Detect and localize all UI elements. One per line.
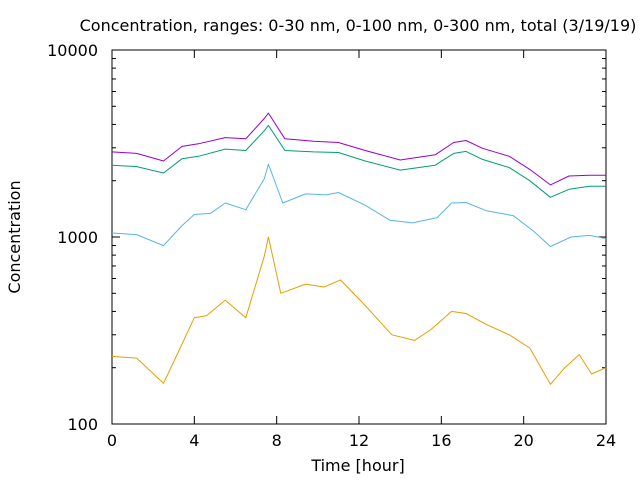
y-tick-label: 10000 [47, 41, 98, 60]
x-tick-label: 4 [189, 431, 199, 450]
series-line-2 [111, 163, 607, 247]
x-tick-label: 0 [107, 431, 117, 450]
y-tick-label: 1000 [57, 228, 98, 247]
chart-title: Concentration, ranges: 0-30 nm, 0-100 nm… [80, 16, 637, 35]
series-line-1 [111, 236, 607, 385]
series-line-4 [111, 112, 606, 186]
x-tick-label: 12 [349, 431, 369, 450]
series-layer [111, 112, 607, 385]
x-tick-label: 8 [272, 431, 282, 450]
x-axis-label: Time [hour] [310, 456, 404, 475]
x-tick-label: 16 [431, 431, 451, 450]
x-axis: 0 4 8 12 16 20 24 [107, 50, 616, 450]
y-axis-label: Concentration [5, 180, 24, 293]
series-line-3 [111, 124, 606, 198]
minor-ticks [112, 58, 606, 369]
plot-area-frame [111, 49, 607, 425]
x-tick-label: 24 [596, 431, 616, 450]
y-tick-label: 100 [67, 415, 98, 434]
y-axis: 100 1000 10000 [47, 41, 606, 434]
x-tick-label: 20 [513, 431, 533, 450]
